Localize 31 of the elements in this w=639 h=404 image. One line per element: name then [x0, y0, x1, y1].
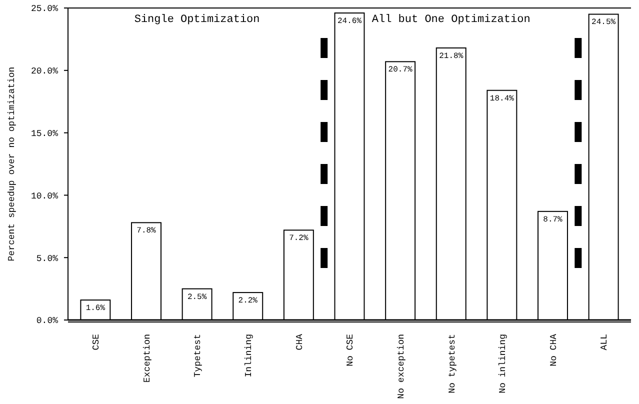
x-tick-label: CSE [92, 334, 102, 350]
data-label: 18.4% [490, 94, 514, 104]
data-label: 2.2% [238, 296, 258, 306]
data-label: 20.7% [388, 66, 413, 75]
y-tick-label: 5.0% [36, 254, 59, 264]
x-tick-label: No CHA [548, 333, 559, 366]
data-label: 8.7% [543, 215, 563, 224]
x-tick-label: No exception [396, 334, 406, 399]
x-tick-label: No inlining [498, 334, 508, 394]
data-label: 24.6% [337, 16, 362, 26]
x-tick-label: No CSE [346, 334, 356, 366]
annotation: All but One Optimization [372, 14, 530, 26]
data-label: 24.5% [592, 18, 616, 28]
data-label: 7.2% [289, 234, 308, 244]
y-tick-label: 25.0% [30, 4, 59, 14]
x-tick-label: CHA [294, 333, 305, 350]
data-label: 21.8% [439, 52, 464, 61]
y-tick-label: 20.0% [30, 66, 59, 77]
y-tick-label: 0.0% [36, 316, 59, 326]
data-label: 2.5% [187, 292, 207, 302]
y-axis-title: Percent speedup over no optimization [7, 66, 17, 262]
x-tick-label: Typetest [193, 334, 204, 378]
data-label: 7.8% [136, 226, 156, 236]
x-tick-label: Exception [142, 334, 152, 383]
data-label: 1.6% [86, 304, 106, 314]
y-tick-label: 15.0% [30, 128, 59, 139]
x-tick-label: ALL [600, 334, 610, 350]
x-tick-label: Inlining [244, 334, 254, 378]
y-tick-label: 10.0% [30, 191, 59, 202]
annotation: Single Optimization [134, 14, 260, 26]
x-tick-label: No typetest [447, 334, 458, 394]
